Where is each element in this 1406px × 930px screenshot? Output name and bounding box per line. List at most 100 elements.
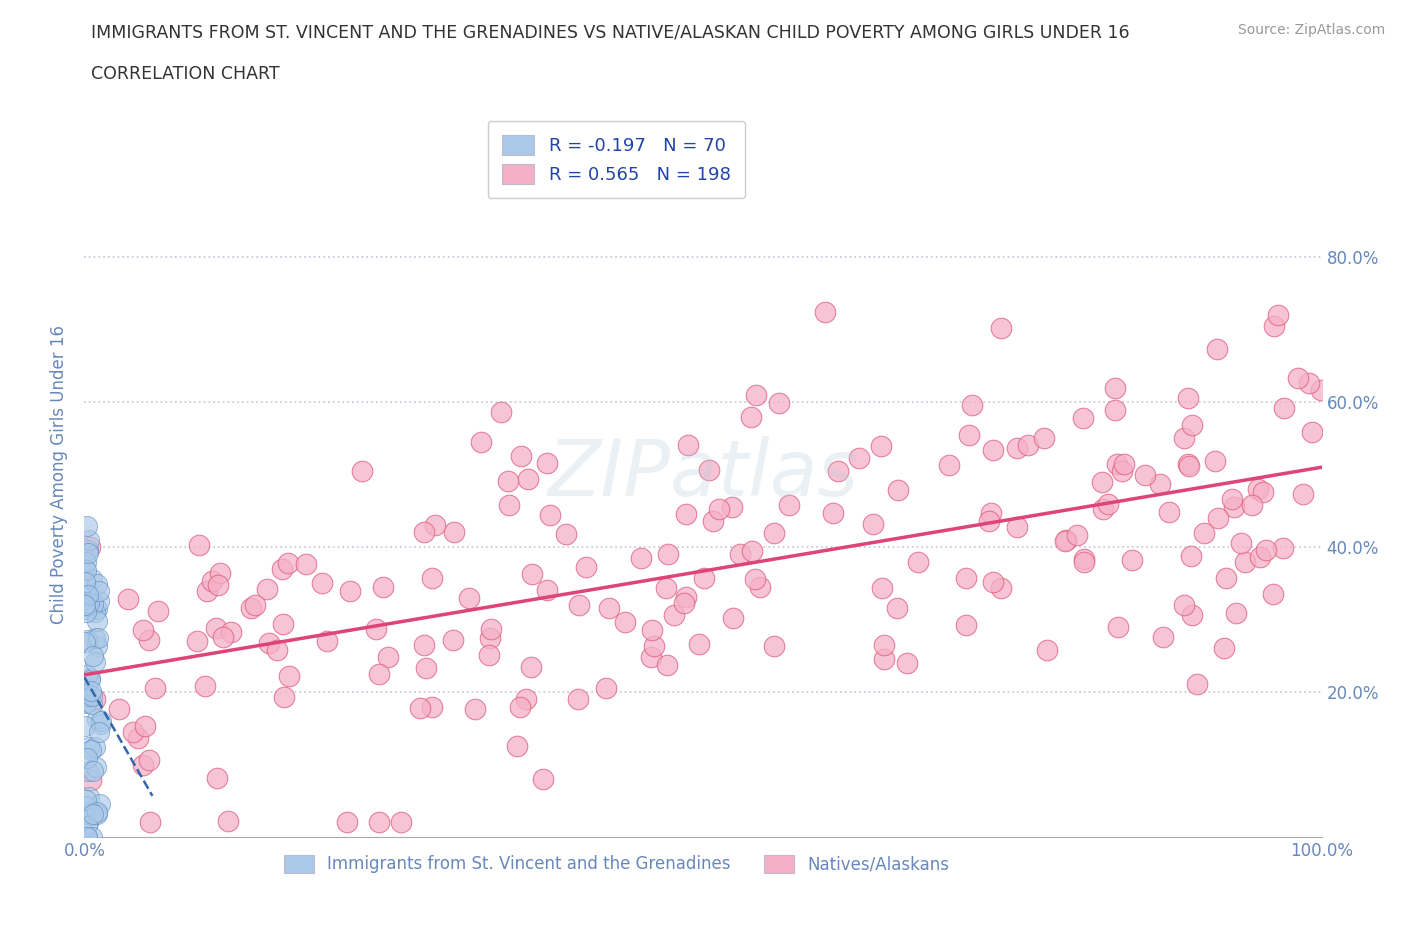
Text: Source: ZipAtlas.com: Source: ZipAtlas.com	[1237, 23, 1385, 37]
Point	[75, 688, 97, 703]
Point	[195, 583, 218, 598]
Point	[1071, 410, 1094, 425]
Point	[896, 656, 918, 671]
Point	[423, 518, 446, 533]
Point	[1054, 533, 1077, 548]
Point	[1036, 643, 1059, 658]
Point	[979, 513, 1001, 528]
Point	[76, 543, 98, 558]
Point	[240, 601, 263, 616]
Point	[86, 602, 108, 617]
Point	[1018, 438, 1040, 453]
Point	[870, 580, 893, 595]
Point	[84, 604, 107, 619]
Point	[688, 637, 710, 652]
Point	[77, 595, 100, 610]
Point	[415, 660, 437, 675]
Point	[350, 463, 373, 478]
Point	[90, 713, 112, 728]
Point	[1192, 525, 1215, 540]
Point	[146, 604, 169, 618]
Point	[117, 591, 139, 606]
Point	[413, 637, 436, 652]
Point	[77, 533, 100, 548]
Point	[77, 739, 100, 754]
Point	[1225, 605, 1247, 620]
Point	[1292, 487, 1315, 502]
Point	[675, 507, 697, 522]
Point	[186, 633, 208, 648]
Y-axis label: Child Poverty Among Girls Under 16: Child Poverty Among Girls Under 16	[51, 325, 69, 624]
Point	[457, 591, 479, 605]
Point	[1261, 587, 1284, 602]
Point	[672, 596, 695, 611]
Point	[505, 738, 527, 753]
Point	[409, 700, 432, 715]
Point	[75, 719, 97, 734]
Point	[278, 669, 301, 684]
Point	[339, 584, 361, 599]
Point	[187, 538, 209, 552]
Point	[79, 672, 101, 687]
Point	[1301, 425, 1323, 440]
Point	[76, 751, 98, 765]
Point	[75, 634, 97, 649]
Point	[257, 636, 280, 651]
Point	[79, 807, 101, 822]
Point	[1173, 597, 1195, 612]
Point	[1112, 457, 1135, 472]
Point	[89, 593, 111, 608]
Point	[675, 590, 697, 604]
Point	[87, 584, 110, 599]
Point	[464, 701, 486, 716]
Point	[367, 815, 389, 830]
Point	[89, 796, 111, 811]
Point	[76, 519, 98, 534]
Point	[84, 692, 107, 707]
Point	[75, 806, 97, 821]
Point	[1286, 371, 1309, 386]
Point	[295, 556, 318, 571]
Point	[575, 559, 598, 574]
Point	[77, 790, 100, 804]
Point	[80, 684, 103, 698]
Point	[907, 554, 929, 569]
Point	[75, 563, 97, 578]
Point	[420, 700, 443, 715]
Point	[377, 650, 399, 665]
Point	[676, 438, 699, 453]
Text: IMMIGRANTS FROM ST. VINCENT AND THE GRENADINES VS NATIVE/ALASKAN CHILD POVERTY A: IMMIGRANTS FROM ST. VINCENT AND THE GREN…	[91, 23, 1130, 41]
Point	[134, 719, 156, 734]
Point	[367, 666, 389, 681]
Point	[479, 631, 502, 645]
Point	[1206, 511, 1229, 525]
Point	[75, 695, 97, 710]
Point	[870, 439, 893, 454]
Point	[1205, 341, 1227, 356]
Point	[744, 571, 766, 586]
Point	[962, 397, 984, 412]
Point	[86, 806, 108, 821]
Point	[983, 443, 1005, 458]
Point	[693, 570, 716, 585]
Point	[1267, 307, 1289, 322]
Point	[86, 577, 108, 591]
Point	[73, 589, 96, 604]
Point	[1007, 520, 1029, 535]
Point	[75, 597, 97, 612]
Point	[1187, 676, 1209, 691]
Point	[1272, 401, 1295, 416]
Point	[1178, 459, 1201, 474]
Point	[749, 579, 772, 594]
Point	[478, 647, 501, 662]
Point	[662, 607, 685, 622]
Point	[311, 576, 333, 591]
Point	[82, 807, 104, 822]
Point	[75, 798, 97, 813]
Point	[201, 574, 224, 589]
Point	[121, 724, 143, 739]
Text: CORRELATION CHART: CORRELATION CHART	[91, 65, 280, 83]
Point	[76, 668, 98, 683]
Point	[86, 639, 108, 654]
Point	[84, 631, 107, 645]
